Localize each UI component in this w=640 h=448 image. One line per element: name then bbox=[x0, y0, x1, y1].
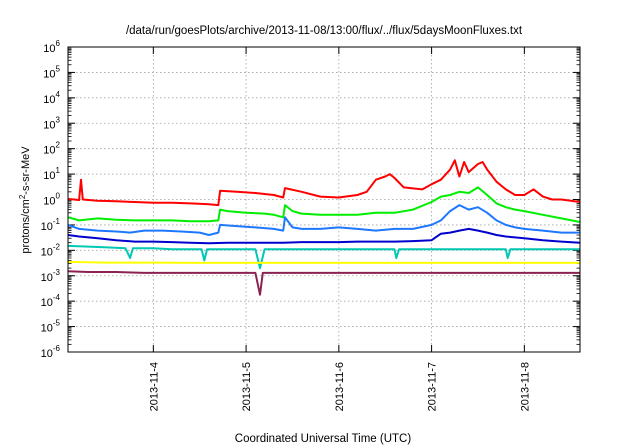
series-line-7 bbox=[67, 270, 580, 296]
y-tick-label: 10-6 bbox=[41, 344, 61, 360]
y-tick-label: 103 bbox=[43, 115, 60, 131]
x-tick-label: 2013-11-4 bbox=[148, 362, 160, 411]
plot-frame bbox=[67, 46, 581, 353]
y-tick-label: 10-5 bbox=[41, 319, 61, 335]
y-tick-label: 102 bbox=[43, 141, 60, 157]
y-tick-label: 104 bbox=[43, 90, 60, 106]
series-line-4 bbox=[67, 227, 581, 245]
y-tick-label: 10-4 bbox=[41, 293, 61, 309]
chart-title: /data/run/goesPlots/archive/2013-11-08/1… bbox=[126, 25, 523, 37]
y-tick-label: 10-2 bbox=[41, 242, 61, 258]
y-tick-label: 10-3 bbox=[41, 268, 61, 284]
x-tick-label: 2013-11-5 bbox=[241, 362, 253, 411]
y-axis-label: protons/cm2-s-sr-MeV bbox=[18, 146, 33, 254]
x-tick-label: 2013-11-7 bbox=[427, 362, 439, 411]
series-line-2 bbox=[67, 186, 581, 223]
grid-lines bbox=[68, 47, 580, 352]
series-line-3 bbox=[67, 204, 580, 236]
series-line-1 bbox=[67, 159, 581, 207]
series-line-6 bbox=[67, 260, 580, 264]
y-axis-label-prefix: protons/cm bbox=[20, 199, 32, 253]
y-tick-label: 100 bbox=[43, 192, 60, 208]
y-axis: 10-6 10-5 10-4 10-3 10-2 10-1 100 101 102 103 104 1… bbox=[41, 39, 580, 360]
y-tick-label: 101 bbox=[43, 166, 60, 182]
y-axis-label-sup: 2 bbox=[18, 194, 27, 199]
x-axis: 2013-11-4 2013-11-5 2013-11-6 2013-11-7 2013… bbox=[148, 47, 531, 411]
y-tick-label: 106 bbox=[43, 39, 60, 55]
series-line-5 bbox=[67, 244, 580, 270]
series-lines bbox=[67, 159, 581, 296]
y-tick-label: 105 bbox=[43, 64, 60, 80]
y-axis-label-suffix: -s-sr-MeV bbox=[20, 146, 32, 195]
y-tick-label: 10-1 bbox=[41, 217, 61, 233]
x-tick-label: 2013-11-6 bbox=[334, 362, 346, 411]
x-axis-label: Coordinated Universal Time (UTC) bbox=[235, 433, 412, 445]
x-tick-label: 2013-11-8 bbox=[519, 362, 531, 411]
